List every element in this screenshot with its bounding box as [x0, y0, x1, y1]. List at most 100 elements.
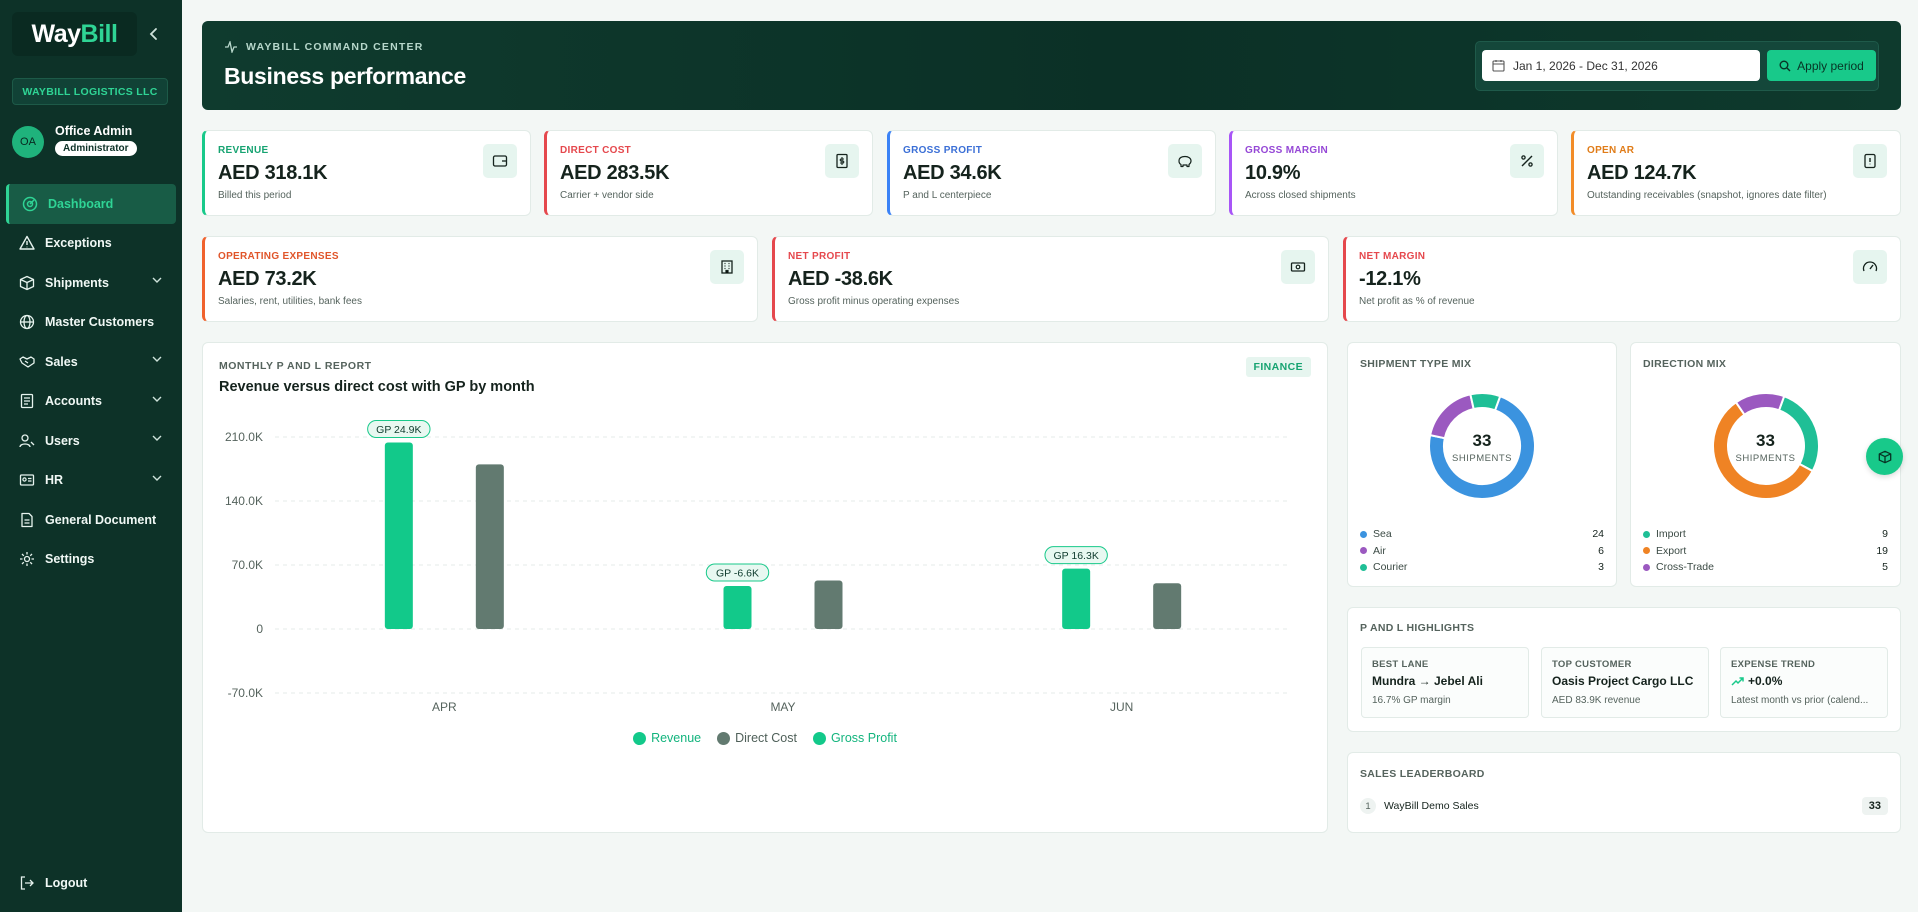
sidebar-item-settings[interactable]: Settings: [0, 540, 182, 580]
bar-direct-cost[interactable]: [814, 580, 843, 629]
bar-direct-cost[interactable]: [1153, 583, 1182, 629]
page-header: WAYBILL COMMAND CENTER Business performa…: [202, 21, 1901, 110]
sidebar-item-label: Master Customers: [45, 315, 155, 330]
globe-icon: [18, 313, 36, 331]
chevron-down-icon: [152, 396, 162, 402]
highlight-value: Mundra → Jebel Ali: [1372, 674, 1483, 688]
swatch: [1643, 563, 1650, 571]
gp-label-pill: [1044, 546, 1108, 565]
chevron-left-icon: [149, 28, 157, 40]
donut-slice-export[interactable]: [1711, 400, 1814, 500]
kpi-subtitle: Gross profit minus operating expenses: [788, 296, 960, 307]
dashboard-icon: [21, 195, 39, 213]
sidebar-nav: Dashboard Exceptions Shipments Master Cu…: [0, 184, 182, 579]
highlight-best-lane: BEST LANE Mundra → Jebel Ali 16.7% GP ma…: [1361, 647, 1529, 718]
kpi-subtitle: Across closed shipments: [1245, 190, 1356, 201]
kpi-label: NET PROFIT: [788, 251, 851, 262]
sidebar-item-users[interactable]: Users: [0, 421, 182, 461]
bar-revenue[interactable]: [723, 586, 752, 629]
collapse-sidebar-button[interactable]: [144, 24, 164, 44]
user-profile[interactable]: OA Office Admin Administrator: [12, 122, 172, 162]
bar-direct-cost[interactable]: [475, 464, 504, 629]
direction-donut: [1711, 392, 1820, 500]
pl-highlights-card: P AND L HIGHLIGHTS BEST LANE Mundra → Je…: [1347, 607, 1901, 732]
shipment-type-mix-card: SHIPMENT TYPE MIX 33 SHIPMENTS Sea 24 Air…: [1347, 342, 1617, 587]
legend-item-revenue[interactable]: Revenue: [633, 731, 701, 745]
sidebar-item-master-customers[interactable]: Master Customers: [0, 303, 182, 343]
kpi-subtitle: Billed this period: [218, 190, 292, 201]
x-tick-label: JUN: [1110, 700, 1133, 714]
legend-item-direct-cost[interactable]: Direct Cost: [717, 731, 797, 745]
pl-report-title: Revenue versus direct cost with GP by mo…: [219, 379, 535, 395]
kpi-value: AED 283.5K: [560, 162, 670, 184]
period-selector: Jan 1, 2026 - Dec 31, 2026 Apply period: [1475, 41, 1879, 91]
box-icon: [1878, 450, 1891, 463]
list-item: Air 6: [1360, 543, 1604, 560]
sidebar-item-sales[interactable]: Sales: [0, 342, 182, 382]
sidebar-item-accounts[interactable]: Accounts: [0, 382, 182, 422]
sidebar-item-general-document[interactable]: General Document: [0, 500, 182, 540]
bar-revenue[interactable]: [384, 442, 413, 629]
donut-slice-sea[interactable]: [1428, 394, 1536, 500]
kpi-gross-profit: GROSS PROFIT AED 34.6K P and L centerpie…: [887, 130, 1216, 216]
chevron-down-icon: [152, 475, 162, 481]
legend-swatch: [633, 731, 647, 745]
gp-label-pill: [705, 563, 770, 582]
logout-button[interactable]: Logout: [18, 874, 87, 892]
sidebar-item-shipments[interactable]: Shipments: [0, 263, 182, 303]
legend-label: Gross Profit: [830, 731, 897, 745]
sidebar-item-label: General Document: [45, 512, 157, 527]
leaderboard-title: SALES LEADERBOARD: [1360, 768, 1485, 780]
company-selector[interactable]: WAYBILL LOGISTICS LLC: [12, 78, 168, 105]
logo-text-way: Way: [31, 19, 81, 48]
kpi-subtitle: Carrier + vendor side: [560, 190, 654, 201]
warning-icon: [18, 234, 36, 252]
legend-item-gross-profit[interactable]: Gross Profit: [812, 731, 897, 745]
shipment-type-donut: [1428, 392, 1536, 500]
sales-leaderboard-card: SALES LEADERBOARD 1 WayBill Demo Sales 3…: [1347, 752, 1901, 833]
donut-chart-wrap: [1631, 381, 1900, 511]
kpi-value: AED 318.1K: [218, 162, 328, 184]
list-item: Import 9: [1643, 526, 1888, 543]
pl-report-kicker: MONTHLY P AND L REPORT: [219, 360, 372, 372]
sidebar-item-dashboard[interactable]: Dashboard: [6, 184, 176, 224]
direction-mix-card: DIRECTION MIX 33 SHIPMENTS Import 9 Expor…: [1630, 342, 1901, 587]
handshake-icon: [18, 353, 36, 371]
date-range-input[interactable]: Jan 1, 2026 - Dec 31, 2026: [1482, 50, 1760, 81]
piggy-bank-icon: [1168, 144, 1202, 178]
apply-period-button[interactable]: Apply period: [1767, 50, 1876, 81]
finance-badge: FINANCE: [1245, 357, 1311, 377]
shipment-mix-list: Sea 24 Air 6 Courier 3: [1360, 526, 1604, 576]
direction-mix-title: DIRECTION MIX: [1643, 358, 1727, 370]
user-name: Office Admin: [55, 124, 133, 138]
donut-total-label: SHIPMENTS: [1735, 453, 1796, 464]
mix-label: Cross-Trade: [1656, 561, 1714, 574]
percent-icon: [1510, 144, 1544, 178]
sidebar-item-label: HR: [45, 473, 64, 488]
sidebar-item-label: Sales: [45, 354, 78, 369]
donut-total-label: SHIPMENTS: [1452, 453, 1512, 464]
donut-total: 33: [1472, 431, 1492, 450]
leaderboard-row[interactable]: 1 WayBill Demo Sales 33: [1360, 796, 1888, 816]
gp-label: GP -6.6K: [716, 568, 759, 580]
document-icon: [18, 511, 36, 529]
alert-file-icon: [1853, 144, 1887, 178]
sidebar-item-hr[interactable]: HR: [0, 461, 182, 501]
kpi-label: GROSS MARGIN: [1245, 145, 1329, 156]
kpi-value: AED 73.2K: [218, 268, 317, 290]
mix-label: Air: [1373, 544, 1386, 557]
bar-revenue[interactable]: [1062, 568, 1091, 629]
legend-label: Revenue: [651, 731, 702, 745]
mix-value: 6: [1598, 544, 1604, 557]
donut-slice-cross-trade[interactable]: [1734, 392, 1785, 417]
chart-legend: Revenue Direct Cost Gross Profit: [203, 731, 1327, 745]
donut-center: 33 SHIPMENTS: [1348, 431, 1616, 464]
donut-slice-courier[interactable]: [1469, 392, 1502, 412]
floating-action-button[interactable]: [1866, 438, 1903, 475]
sidebar-item-label: Users: [45, 433, 80, 448]
logo[interactable]: Way Bill: [12, 12, 137, 56]
sidebar-item-exceptions[interactable]: Exceptions: [0, 224, 182, 264]
swatch: [1643, 547, 1650, 555]
receipt-icon: [825, 144, 859, 178]
mix-value: 24: [1592, 528, 1604, 541]
